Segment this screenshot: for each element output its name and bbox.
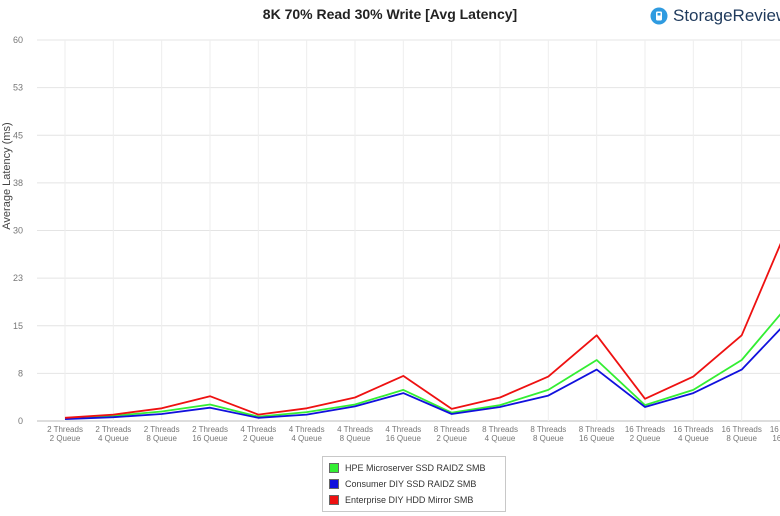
brand-name: StorageReview [673,6,780,25]
y-tick-label: 30 [13,226,23,236]
series-line[interactable] [64,319,780,420]
legend-label: Consumer DIY SSD RAIDZ SMB [345,479,477,489]
x-tick-label: 2 Threads 8 Queue [144,425,180,443]
y-tick-label: 8 [18,368,23,378]
line-chart: 0 8 15 23 30 38 45 53 60 2 Threads 2 Queue 2 Threa… [13,35,780,443]
storagereview-logo-icon [650,7,668,25]
y-tick-label: 15 [13,321,23,331]
legend-item[interactable]: Consumer DIY SSD RAIDZ SMB [329,476,499,492]
x-tick-label: 2 Threads 4 Queue [95,425,131,443]
legend-label: Enterprise DIY HDD Mirror SMB [345,495,474,505]
legend-swatch [329,463,339,473]
x-tick-label: 8 Threads 8 Queue [530,425,566,443]
y-tick-label: 45 [13,130,23,140]
series-line[interactable] [64,222,780,419]
x-tick-label: 2 Threads 16 Queue [192,425,228,443]
x-tick-label: 4 Threads 16 Queue [385,425,421,443]
x-tick-label: 2 Threads 2 Queue [47,425,83,443]
x-tick-label: 4 Threads 8 Queue [337,425,373,443]
y-tick-label: 23 [13,273,23,283]
legend-item[interactable]: HPE Microserver SSD RAIDZ SMB [329,460,499,476]
x-tick-label: 8 Threads 2 Queue [434,425,470,443]
legend-label: HPE Microserver SSD RAIDZ SMB [345,463,486,473]
x-tick-label: 4 Threads 2 Queue [240,425,276,443]
chart-title: 8K 70% Read 30% Write [Avg Latency] [262,6,518,22]
y-tick-label: 38 [13,178,23,188]
brand-logo[interactable]: StorageReview [650,6,780,26]
x-tick-label: 16 Threads 4 Queue [673,425,713,443]
y-tick-label: 60 [13,35,23,45]
legend: HPE Microserver SSD RAIDZ SMB Consumer DI… [322,456,506,512]
series-line[interactable] [64,303,780,420]
x-tick-label: 16 Threads 2 Queue [625,425,665,443]
x-tick-label: 4 Threads 4 Queue [289,425,325,443]
x-tick-label: 8 Threads 4 Queue [482,425,518,443]
legend-swatch [329,495,339,505]
legend-item[interactable]: Enterprise DIY HDD Mirror SMB [329,492,499,508]
legend-swatch [329,479,339,489]
x-tick-label: 16 Threads 8 Queue [722,425,762,443]
x-tick-label: 8 Threads 16 Queue [579,425,615,443]
y-tick-label: 53 [13,83,23,93]
y-tick-label: 0 [18,416,23,426]
